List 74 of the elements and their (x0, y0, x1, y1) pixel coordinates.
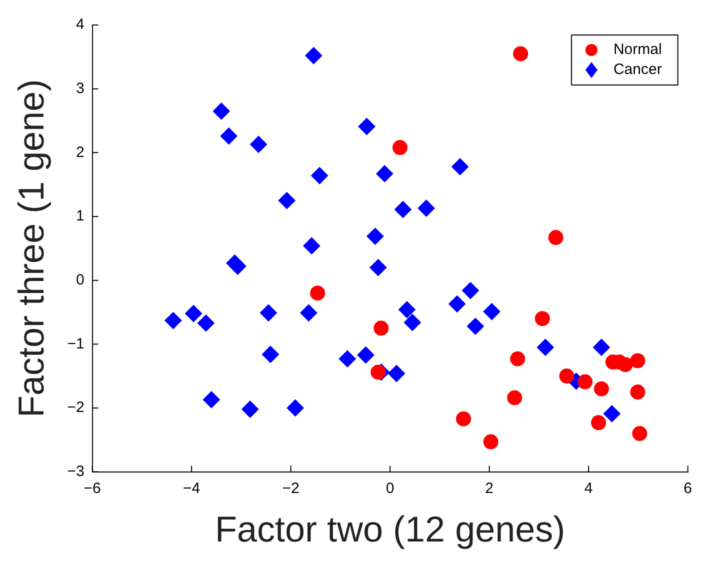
point (418, 200, 435, 217)
point (483, 434, 498, 450)
point (260, 304, 277, 322)
point (534, 311, 550, 326)
point (466, 318, 484, 335)
point (392, 140, 408, 156)
point (164, 312, 182, 330)
point (311, 167, 328, 184)
point (376, 165, 394, 182)
point (452, 158, 469, 176)
y-tick-label: −1 (67, 335, 84, 352)
point (394, 200, 412, 218)
x-tick-label: −4 (183, 480, 200, 497)
point (536, 338, 554, 356)
point (618, 357, 633, 372)
point (202, 391, 220, 408)
point (462, 282, 479, 300)
x-tick-label: −2 (282, 480, 300, 497)
y-tick-label: 1 (76, 208, 84, 225)
point (185, 305, 202, 322)
point (358, 118, 376, 135)
point (507, 390, 522, 406)
point (262, 346, 279, 363)
point (603, 405, 620, 422)
point (305, 47, 322, 64)
point (548, 230, 564, 246)
y-tick-label: −2 (67, 399, 84, 416)
point (242, 400, 259, 418)
point (578, 374, 593, 390)
point (229, 258, 246, 275)
x-tick-label: 4 (584, 480, 593, 497)
x-tick-label: 2 (485, 480, 494, 497)
point (513, 46, 528, 62)
point (220, 128, 238, 145)
point (592, 338, 610, 356)
y-tick-label: 0 (76, 271, 84, 288)
point (448, 295, 466, 312)
point (250, 136, 268, 153)
x-tick-label: 0 (386, 480, 394, 497)
point (404, 314, 421, 331)
x-axis-title: Factor two (12 genes) (214, 508, 566, 550)
point (630, 384, 646, 400)
point (300, 304, 318, 322)
y-tick-label: 4 (76, 16, 84, 34)
point (632, 426, 648, 442)
point (594, 381, 609, 396)
point (630, 353, 646, 368)
point (197, 314, 214, 332)
point (370, 364, 386, 380)
point (388, 365, 406, 382)
point (374, 320, 389, 336)
point (338, 350, 356, 368)
point (370, 259, 387, 276)
point (310, 286, 326, 301)
point (366, 228, 384, 245)
point (559, 368, 574, 384)
x-tick-label: −6 (84, 480, 101, 497)
point (456, 411, 472, 426)
y-axis-title: Factor three (1 gene) (10, 79, 52, 418)
legend-label: Cancer (613, 61, 662, 78)
point (357, 346, 374, 364)
point (398, 301, 416, 318)
x-tick-label: 6 (684, 480, 692, 497)
point (278, 192, 296, 210)
point (303, 237, 320, 254)
point (591, 415, 606, 430)
y-tick-label: −3 (67, 462, 84, 480)
y-tick-label: 2 (76, 144, 84, 161)
point (212, 102, 230, 120)
y-tick-label: 3 (76, 80, 84, 97)
point (286, 399, 304, 416)
legend-label: Normal (613, 41, 662, 58)
point (510, 351, 526, 366)
point (483, 303, 500, 320)
